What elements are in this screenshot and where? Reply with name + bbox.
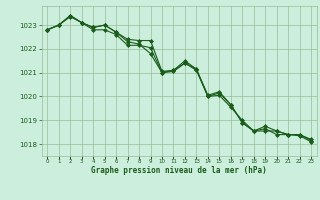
X-axis label: Graphe pression niveau de la mer (hPa): Graphe pression niveau de la mer (hPa) [91,166,267,175]
